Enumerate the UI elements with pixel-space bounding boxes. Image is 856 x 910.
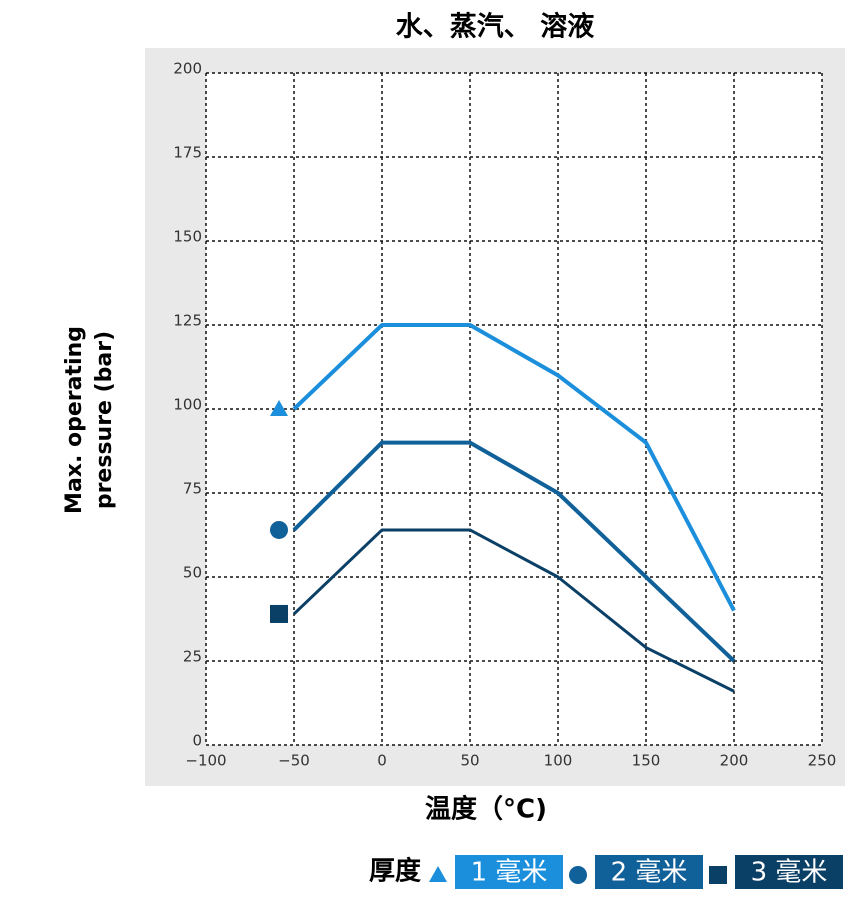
x-tick-label: 0 [377, 752, 387, 770]
y-tick-label: 50 [183, 564, 202, 582]
x-tick-label: 100 [544, 752, 573, 770]
legend-marker [569, 866, 587, 884]
legend-box [735, 855, 843, 889]
y-axis-label-line: pressure (bar) [92, 331, 117, 509]
x-tick-label: 50 [460, 752, 479, 770]
x-tick-label: 250 [808, 752, 837, 770]
y-axis-label-line: Max. operating [62, 326, 87, 514]
y-tick-label: 175 [173, 144, 202, 162]
y-tick-label: 0 [192, 732, 202, 750]
legend-label: 1 毫米 [471, 858, 548, 888]
series-marker [270, 520, 288, 539]
legend-marker [709, 866, 727, 884]
x-tick-label: −50 [278, 752, 310, 770]
y-tick-label: 200 [173, 60, 202, 78]
y-tick-label: 150 [173, 228, 202, 246]
x-tick-label: 150 [632, 752, 661, 770]
series-marker [270, 604, 288, 623]
y-axis-label: Max. operating pressure (bar) [62, 326, 117, 514]
y-tick-label: 25 [183, 648, 202, 666]
legend-label: 3 毫米 [751, 858, 828, 888]
series-line [292, 440, 736, 663]
chart-title: 水、蒸汽、 溶液 [396, 11, 594, 43]
legend-box [455, 855, 563, 889]
legend-marker [429, 866, 447, 882]
legend-title: 厚度 [369, 856, 421, 887]
y-tick-label: 100 [173, 396, 202, 414]
series-marker [270, 400, 288, 416]
x-tick-label: −100 [185, 752, 226, 770]
legend-label: 2 毫米 [611, 858, 688, 888]
y-tick-label: 75 [183, 480, 202, 498]
y-tick-label: 125 [173, 312, 202, 330]
series-line [292, 528, 735, 693]
x-tick-label: 200 [720, 752, 749, 770]
legend-box [595, 855, 703, 889]
x-axis-label: 温度（°C) [425, 794, 547, 825]
series-line [292, 323, 736, 612]
